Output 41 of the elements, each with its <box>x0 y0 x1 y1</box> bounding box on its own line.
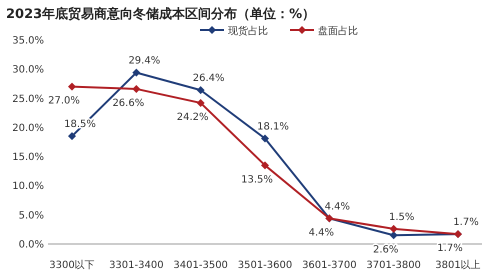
x-tick-label: 3401-3500 <box>173 260 228 271</box>
y-tick-label: 20.0% <box>12 122 44 134</box>
point <box>132 84 140 93</box>
legend-label: 现货占比 <box>228 25 268 37</box>
x-tick-label: 3300以下 <box>49 259 95 271</box>
data-label: 1.7% <box>453 217 479 228</box>
y-tick-label: 0.0% <box>18 240 44 250</box>
x-tick-label: 3801以上 <box>435 259 481 271</box>
point <box>390 231 398 240</box>
data-label: 18.1% <box>257 122 289 133</box>
x-tick-label: 3301-3400 <box>109 260 164 271</box>
point <box>132 68 140 77</box>
data-label: 13.5% <box>241 174 273 186</box>
point <box>196 86 205 94</box>
x-tick-label: 3701-3800 <box>366 260 421 271</box>
x-tick-label: 3601-3700 <box>302 260 357 271</box>
point <box>390 224 398 233</box>
data-label: 2.6% <box>372 244 398 256</box>
data-label: 1.5% <box>388 212 414 223</box>
legend-label: 盘面占比 <box>318 25 358 37</box>
y-tick-label: 5.0% <box>18 210 44 222</box>
point <box>68 82 76 91</box>
point <box>261 134 269 143</box>
data-label: 26.4% <box>192 73 225 84</box>
data-label: 24.2% <box>176 112 209 123</box>
y-tick-label: 25.0% <box>12 94 44 105</box>
data-label: 4.4% <box>324 201 350 212</box>
data-label: 26.6% <box>112 98 144 109</box>
point <box>68 132 76 140</box>
y-tick-label: 15.0% <box>12 152 44 164</box>
point <box>196 98 205 107</box>
y-tick-label: 35.0% <box>12 36 44 46</box>
data-label: 29.4% <box>128 56 160 67</box>
chart-title: 2023年底贸易商意向冬储成本区间分布（单位：%） <box>6 6 316 22</box>
y-tick-label: 30.0% <box>12 64 44 76</box>
data-label: 1.7% <box>437 243 463 254</box>
y-tick-label: 10.0% <box>12 181 44 192</box>
data-label: 4.4% <box>308 227 334 238</box>
data-label: 27.0% <box>48 96 80 107</box>
point <box>261 161 269 170</box>
x-tick-label: 3501-3600 <box>238 260 292 271</box>
